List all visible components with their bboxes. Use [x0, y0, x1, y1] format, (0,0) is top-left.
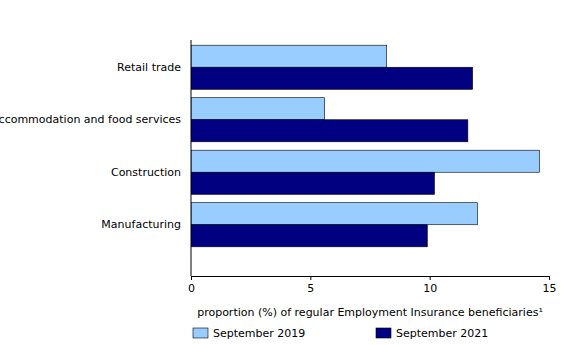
bar [191, 67, 473, 89]
bar [191, 225, 427, 247]
category-label: Retail trade [117, 61, 181, 74]
bar [191, 120, 468, 142]
category-label: Manufacturing [101, 218, 181, 231]
bar [191, 45, 387, 67]
tick-mark [310, 276, 311, 280]
tick: 5 [307, 276, 314, 295]
tick-mark [430, 276, 431, 280]
bar [191, 203, 477, 225]
category-label: Accommodation and food services [0, 113, 181, 126]
bar [191, 98, 325, 120]
axis-title: proportion (%) of regular Employment Ins… [197, 306, 543, 319]
tick-label: 15 [543, 282, 557, 295]
tick-label: 0 [188, 282, 195, 295]
tick: Accommodation and food services [0, 113, 181, 126]
legend: September 2019 September 2021 [193, 327, 488, 340]
tick: Construction [111, 166, 181, 179]
tick-mark [549, 276, 550, 280]
tick: 15 [543, 276, 557, 295]
legend-swatch [193, 328, 208, 338]
tick-label: 10 [423, 282, 437, 295]
category-axis: Retail trade Accommodation and food servi… [0, 61, 181, 232]
tick: 10 [423, 276, 437, 295]
category-label: Construction [111, 166, 181, 179]
bar [191, 172, 434, 194]
value-axis: 0 5 10 15 [188, 276, 557, 295]
tick: Manufacturing [101, 218, 181, 231]
legend-swatch [376, 328, 391, 338]
bar [191, 150, 539, 172]
tick-label: 5 [307, 282, 314, 295]
tick: 0 [188, 276, 195, 295]
bars [191, 45, 539, 247]
chart: 0 5 10 15 Retail trade Accommodation and food… [0, 0, 580, 345]
axis-line [192, 276, 550, 277]
category-axis-line [191, 40, 192, 276]
tick-mark [191, 276, 192, 280]
tick: Retail trade [117, 61, 181, 74]
legend-label: September 2021 [396, 327, 488, 340]
legend-label: September 2019 [213, 327, 305, 340]
